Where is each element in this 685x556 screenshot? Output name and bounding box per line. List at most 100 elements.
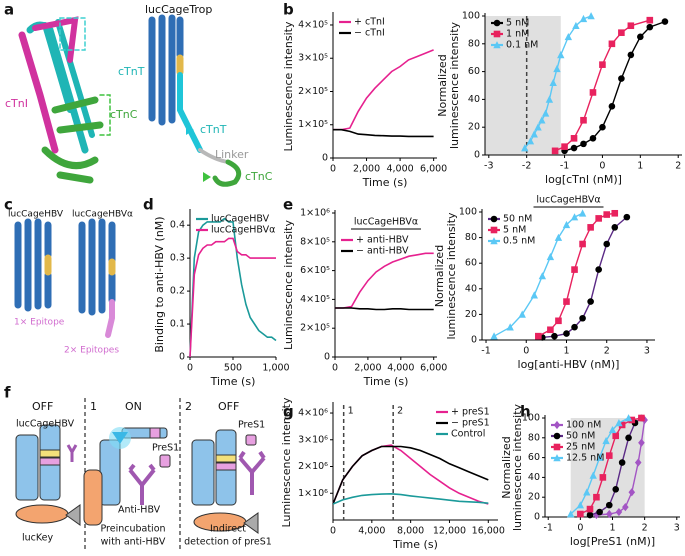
marker	[608, 40, 616, 48]
y-tick-label: 1×10⁶	[298, 488, 328, 499]
marker	[567, 510, 575, 518]
panel-label: g	[283, 403, 294, 421]
marker	[547, 326, 554, 334]
marker	[586, 505, 594, 513]
legend-label: 0.5 nM	[503, 236, 535, 247]
marker	[518, 310, 526, 318]
x-tick-label: 1	[637, 161, 643, 172]
x-tick-label: -2	[522, 161, 531, 172]
x-tick-label: 16,000	[472, 526, 505, 537]
y-tick-label: 4×10⁶	[298, 408, 328, 419]
x-tick-label: -1	[543, 523, 552, 534]
y-tick-label: 0.2	[170, 286, 185, 297]
panel-label: h	[520, 403, 531, 421]
schematic-label: lucKey	[22, 533, 53, 544]
x-axis-label: log[cTnI (nM)]	[545, 173, 622, 186]
marker	[587, 298, 594, 305]
fit-line	[542, 216, 628, 339]
x-tick-label: -1	[481, 346, 490, 357]
y-axis-label: Binding to anti-HBV (nM)	[153, 216, 166, 352]
panel-label: f	[4, 384, 11, 402]
marker	[530, 130, 538, 138]
shaded-region	[485, 16, 561, 155]
y-tick-label: 2×10⁶	[298, 461, 328, 472]
marker	[605, 509, 613, 519]
y-tick-label: 20	[465, 309, 477, 320]
marker	[602, 436, 610, 445]
y-tick-label: 2×10⁵	[300, 323, 330, 334]
marker	[638, 414, 645, 422]
structure-title: lucCageTrop	[145, 3, 212, 16]
y-tick-label: 0	[474, 150, 480, 161]
y-tick-label: 80	[468, 38, 480, 49]
x-tick-label: 4,000	[386, 164, 413, 175]
y-tick-label: 2×10⁵	[298, 86, 328, 97]
x-tick-label: 1	[563, 346, 569, 357]
x-axis-label: Time (s)	[210, 375, 256, 388]
y-tick-label: 0.1	[170, 319, 185, 330]
marker	[570, 135, 578, 142]
y-axis-label: Luminescence intensity	[282, 220, 295, 350]
marker	[562, 220, 571, 229]
y-axis-label: Normalized	[433, 245, 446, 307]
marker	[605, 452, 613, 459]
structure-title: lucCageHBV	[8, 210, 64, 220]
y-tick-label: 40	[465, 283, 477, 294]
marker	[599, 123, 606, 131]
x-tick-label: 2,000	[354, 363, 381, 374]
marker	[595, 453, 604, 461]
structure-label: cTnC	[110, 108, 138, 121]
y-axis-label: luminescence intensity	[511, 403, 524, 531]
x-axis-label: Time (s)	[363, 375, 409, 388]
marker	[563, 330, 570, 337]
x-axis-label: Time (s)	[392, 538, 438, 551]
marker	[570, 213, 579, 221]
y-axis-label: Luminescence intensity	[280, 397, 293, 527]
marker	[587, 224, 594, 231]
x-tick-label: 500	[224, 363, 242, 374]
fit-line	[493, 212, 583, 337]
y-tick-label: 80	[465, 232, 477, 243]
y-tick-label: 6×10⁵	[300, 265, 330, 276]
x-tick-label: 2	[642, 523, 648, 534]
x-tick-label: 3	[644, 346, 650, 357]
schematic-label: PreS1	[152, 443, 179, 454]
chart: 0 1×10⁵ 2×10⁵ 3×10⁵ 4×10⁵ 0 2,000 4,000 6,000 Tim…	[282, 12, 447, 189]
marker	[627, 51, 635, 59]
marker	[530, 291, 539, 299]
y-tick-label: 1×10⁶	[300, 208, 330, 219]
step-label: 2	[185, 400, 192, 413]
marker	[646, 23, 654, 31]
legend-label: + preS1	[451, 407, 490, 418]
chart: 0 20 40 60 80 100 -3 -2 -1 0 1 2 log[cTnI (nM)] Norma…	[436, 11, 682, 186]
y-tick-label: 0.3	[170, 253, 185, 264]
legend-marker	[553, 420, 561, 430]
marker	[628, 416, 636, 424]
y-tick-label: 3×10⁵	[298, 53, 328, 64]
legend-label: 0.1 nM	[506, 40, 538, 51]
legend-marker	[490, 226, 498, 234]
marker	[623, 213, 631, 221]
state-label: ON	[125, 400, 142, 413]
y-tick-label: 20	[468, 122, 480, 133]
y-tick-label: 8×10⁵	[300, 236, 330, 247]
x-tick-label: -3	[484, 161, 493, 172]
marker	[578, 209, 587, 217]
series-line	[335, 252, 434, 309]
y-tick-label: 3×10⁶	[298, 434, 328, 445]
legend-label: 50 nM	[566, 431, 595, 442]
marker	[595, 266, 602, 273]
legend-marker	[553, 454, 561, 462]
x-tick-label: 0	[187, 363, 193, 374]
x-tick-label: 2	[604, 346, 610, 357]
marker	[593, 493, 600, 501]
y-axis-label: Luminescence intensity	[282, 21, 295, 151]
structure-label: cTnC	[245, 170, 273, 183]
x-tick-label: 1	[609, 523, 615, 534]
marker	[545, 95, 554, 103]
marker	[661, 18, 669, 25]
marker	[587, 12, 595, 20]
x-tick-label: 2,000	[353, 164, 380, 175]
marker	[577, 510, 584, 518]
x-tick-label: 0	[577, 523, 583, 534]
